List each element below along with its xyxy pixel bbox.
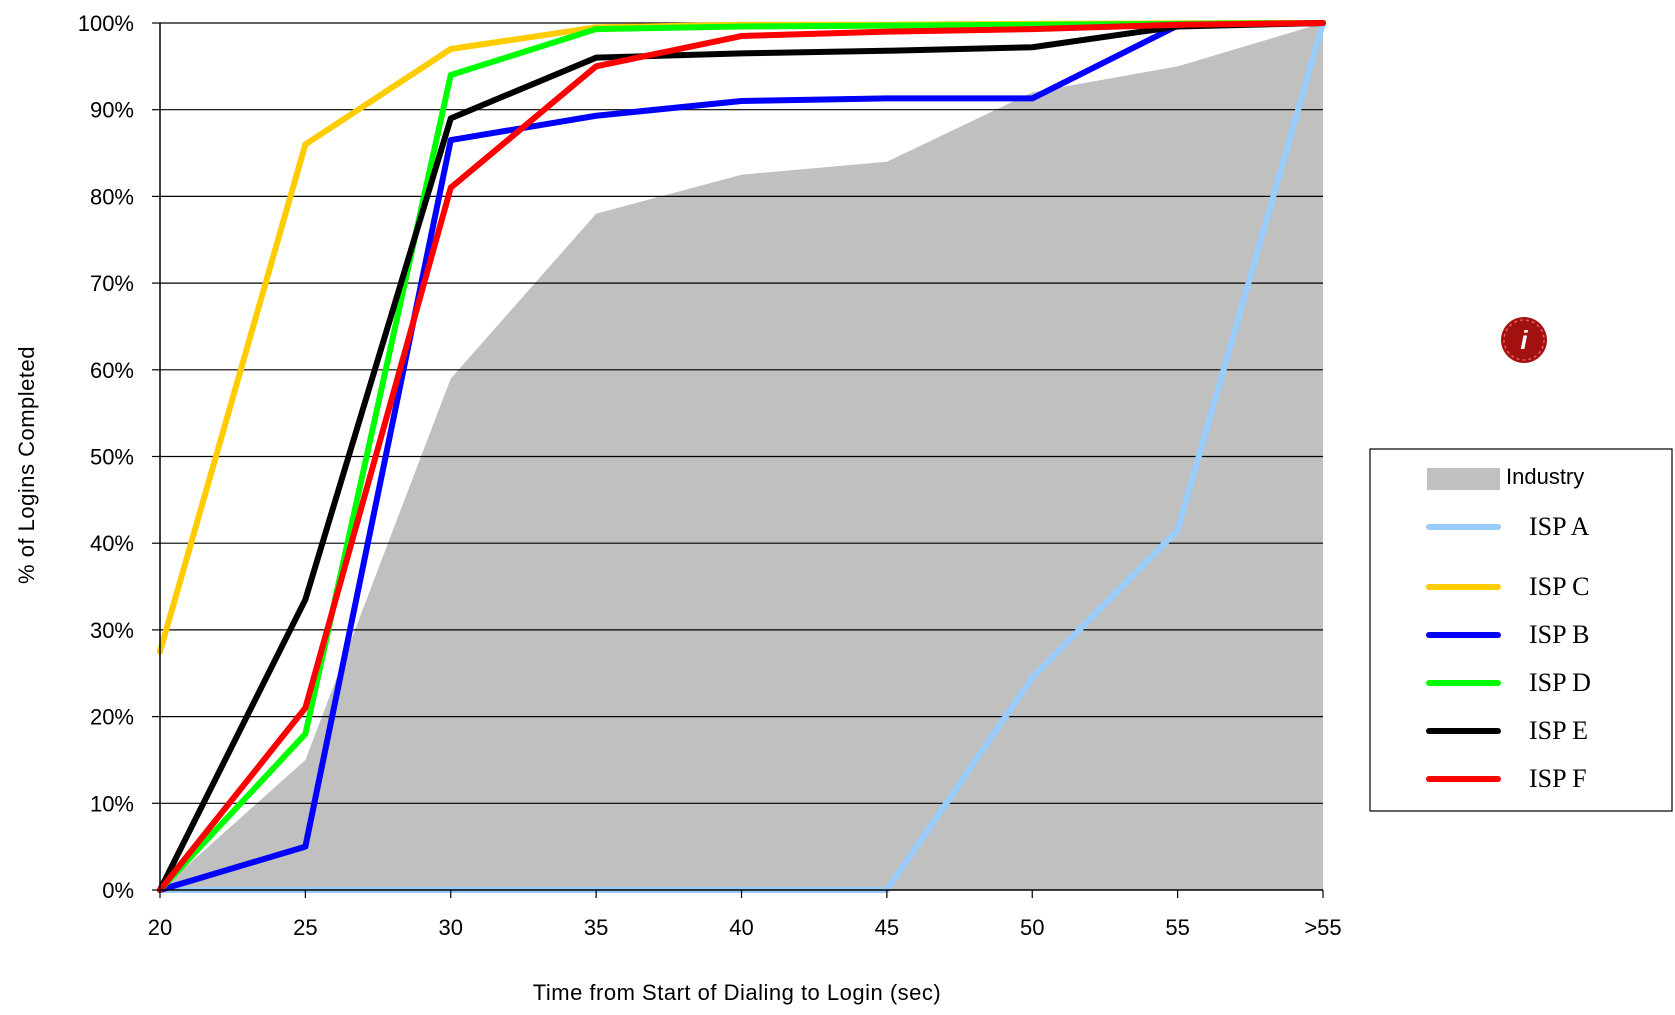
legend-label: ISP B <box>1529 620 1589 649</box>
legend-item: ISP E <box>1426 716 1588 745</box>
y-tick-label: 70% <box>90 271 134 296</box>
y-tick-label: 60% <box>90 358 134 383</box>
x-tick-label: 50 <box>1020 915 1044 940</box>
legend-label: ISP C <box>1529 572 1589 601</box>
x-tick-label: 40 <box>729 915 753 940</box>
y-tick-label: 0% <box>102 878 134 903</box>
legend-label: ISP E <box>1529 716 1588 745</box>
legend-item: ISP D <box>1426 668 1591 697</box>
legend-item: Industry <box>1427 464 1584 490</box>
legend-item: ISP A <box>1426 512 1590 541</box>
y-axis: 0% 10% 20% 30% 40% 50% 60% 70% 80% 90% 100% <box>78 11 161 903</box>
y-tick-label: 20% <box>90 705 134 730</box>
legend-swatch <box>1427 468 1500 490</box>
legend-label: ISP D <box>1529 668 1591 697</box>
y-tick-label: 80% <box>90 184 134 209</box>
y-tick-label: 90% <box>90 98 134 123</box>
y-tick-label: 100% <box>78 11 134 36</box>
y-tick-label: 50% <box>90 445 134 470</box>
legend-frame <box>1369 448 1673 812</box>
y-tick-label: 40% <box>90 531 134 556</box>
y-tick-label: 10% <box>90 791 134 816</box>
x-tick-label: 20 <box>148 915 172 940</box>
svg-text:i: i <box>1520 325 1528 355</box>
legend-item: ISP B <box>1426 620 1589 649</box>
legend: Industry ISP A ISP C ISP B ISP D ISP E ISP F <box>1369 448 1673 812</box>
x-tick-label: 35 <box>584 915 608 940</box>
x-tick-label: 45 <box>875 915 899 940</box>
series-line-isp-f <box>157 20 1326 893</box>
legend-label: ISP F <box>1529 764 1587 793</box>
x-tick-label: 55 <box>1165 915 1189 940</box>
x-tick-label: 30 <box>439 915 463 940</box>
info-seal-icon: i <box>1501 317 1547 363</box>
y-tick-label: 30% <box>90 618 134 643</box>
y-axis-title: % of Logins Completed <box>14 346 39 584</box>
x-axis: 20 25 30 35 40 45 50 55 >55 <box>148 889 1342 940</box>
legend-label: ISP A <box>1529 512 1590 541</box>
x-tick-label: 25 <box>293 915 317 940</box>
legend-items: Industry ISP A ISP C ISP B ISP D ISP E ISP F <box>1426 464 1591 793</box>
x-tick-label: >55 <box>1304 915 1341 940</box>
legend-item: ISP F <box>1426 764 1587 793</box>
series-line-isp-b <box>157 20 1326 893</box>
series-line-isp-e <box>157 20 1326 893</box>
x-axis-title: Time from Start of Dialing to Login (sec… <box>533 980 942 1005</box>
legend-item: ISP C <box>1426 572 1589 601</box>
legend-label: Industry <box>1506 464 1584 489</box>
plot-area <box>157 20 1326 893</box>
